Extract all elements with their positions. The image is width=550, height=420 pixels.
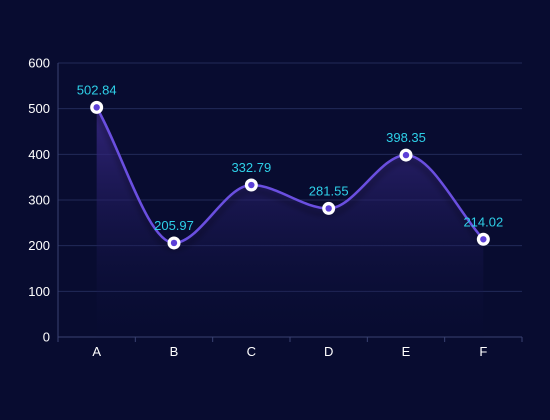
data-point-a[interactable] [90, 100, 104, 114]
x-tick-label: F [479, 344, 487, 359]
data-points [90, 100, 490, 250]
data-label: 214.02 [463, 214, 503, 229]
data-point-center [402, 151, 410, 159]
y-tick-label: 300 [28, 193, 50, 208]
data-point-f[interactable] [476, 232, 490, 246]
data-point-c[interactable] [244, 178, 258, 192]
series-line [95, 106, 485, 245]
series-line-group [95, 106, 485, 245]
data-point-center [248, 181, 255, 189]
y-tick-label: 500 [28, 101, 50, 116]
data-label: 332.79 [231, 160, 271, 175]
data-point-center [93, 104, 100, 111]
x-tick-label: A [92, 344, 101, 359]
x-tick-label: E [402, 344, 411, 359]
data-point-center [170, 239, 178, 247]
data-labels: 502.84 205.97 332.79 281.55 398.35 214.02 [77, 82, 503, 233]
x-tick-label: B [170, 344, 179, 359]
data-point-center [325, 205, 332, 212]
y-tick-label: 100 [28, 284, 50, 299]
data-point-b[interactable] [167, 236, 181, 250]
data-label: 281.55 [309, 183, 349, 198]
y-tick-label: 400 [28, 147, 50, 162]
y-tick-label: 200 [28, 238, 50, 253]
data-point-e[interactable] [399, 148, 413, 162]
y-tick-label: 0 [43, 330, 50, 345]
data-label: 398.35 [386, 130, 426, 145]
x-tick-label: D [324, 344, 333, 359]
data-label: 502.84 [77, 82, 117, 97]
data-point-d[interactable] [322, 201, 336, 215]
y-tick-label: 600 [28, 56, 50, 71]
data-point-center [480, 236, 487, 243]
x-tick-label: C [247, 344, 256, 359]
data-label: 205.97 [154, 218, 194, 233]
